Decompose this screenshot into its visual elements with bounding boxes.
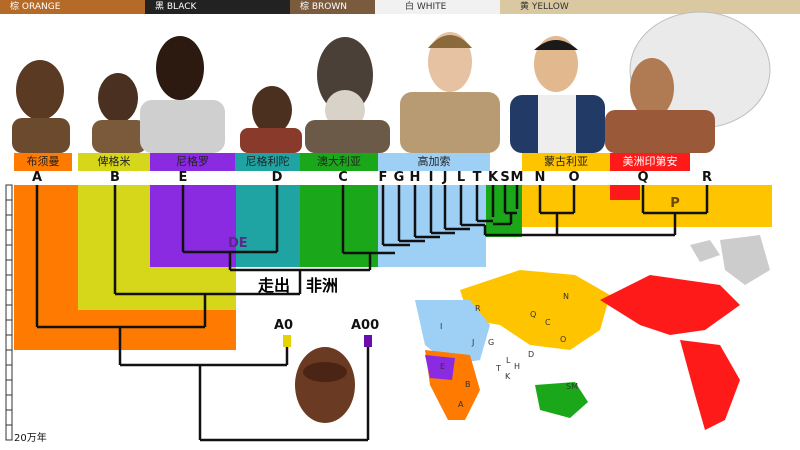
portrait-bushman <box>12 60 70 153</box>
haplogroup-g: G <box>393 170 405 185</box>
haplogroup-r: R <box>701 170 712 185</box>
block-mongoloid <box>522 185 772 227</box>
map-label-d: D <box>528 350 535 359</box>
portrait-pygmy <box>92 73 147 153</box>
group-label-native-american: 美洲印第安 <box>610 153 690 171</box>
haplogroup-l: L <box>456 170 466 185</box>
out-of-africa-label-1: 走出 <box>258 276 291 295</box>
world-map <box>415 235 770 430</box>
group-label-negrito: 尼格利陀 <box>235 153 300 171</box>
time-scale-ticks <box>6 199 12 426</box>
map-label-l: L <box>506 356 511 365</box>
haplogroup-n: N <box>534 170 546 185</box>
a00-marker <box>364 335 372 347</box>
haplogroup-m: M <box>510 170 524 185</box>
block-negrito <box>236 185 300 267</box>
group-label-mongoloid: 蒙古利亚 <box>522 153 610 171</box>
map-label-sm: SM <box>566 382 578 391</box>
block-native-american <box>610 185 640 200</box>
haplogroup-d: D <box>271 170 283 185</box>
map-label-g: G <box>488 338 495 347</box>
map-label-j: J <box>472 338 475 347</box>
time-scale <box>5 184 13 441</box>
haplogroup-h: H <box>409 170 421 185</box>
haplogroup-s: S <box>500 170 510 185</box>
map-label-b: B <box>465 380 471 389</box>
haplogroup-q: Q <box>637 170 649 185</box>
legend-yellow: 黄 YELLOW <box>500 0 800 14</box>
group-label-australian: 澳大利亚 <box>300 153 378 171</box>
map-label-r: R <box>475 304 481 313</box>
haplogroup-e: E <box>178 170 188 185</box>
haplogroup-b: B <box>110 170 120 185</box>
haplogroup-a: A <box>31 170 43 185</box>
haplogroup-j: J <box>442 170 448 185</box>
portrait-negrito <box>240 86 302 153</box>
label-a0: A0 <box>274 318 294 333</box>
out-of-africa-label-2: 非洲 <box>306 276 339 295</box>
portrait-native-american <box>605 11 771 153</box>
legend-brown: 棕 BROWN <box>290 0 375 14</box>
legend-black: 黑 BLACK <box>145 0 290 14</box>
label-de: DE <box>228 236 248 251</box>
haplogroup-f: F <box>378 170 388 185</box>
group-label-caucasian: 高加索 <box>378 153 490 171</box>
map-label-o: O <box>560 335 567 344</box>
haplogroup-p: P <box>670 196 680 211</box>
haplogroup-k: K <box>487 170 499 185</box>
haplogroup-i: I <box>428 170 434 185</box>
tree-branches <box>35 185 709 442</box>
group-label-bushman: 布须曼 <box>14 153 72 171</box>
map-label-q: Q <box>530 310 537 319</box>
map-label-t: T <box>496 364 501 373</box>
portrait-caucasian <box>400 32 500 153</box>
legend-orange: 棕 ORANGE <box>0 0 145 14</box>
ancestor-portrait <box>295 347 355 423</box>
label-a00: A00 <box>351 318 380 333</box>
group-label-negro: 尼格罗 <box>150 153 235 171</box>
portrait-negro <box>140 36 225 153</box>
haplogroup-t: T <box>472 170 482 185</box>
map-label-a: A <box>458 400 464 409</box>
portrait-australian <box>305 37 390 153</box>
time-scale-label: 20万年 <box>14 433 47 444</box>
haplogroup-o: O <box>568 170 580 185</box>
map-label-i: I <box>440 322 443 331</box>
map-label-e: E <box>440 362 446 371</box>
map-label-k: K <box>505 372 511 381</box>
portraits-row <box>12 11 771 153</box>
portrait-mongoloid <box>510 36 605 153</box>
map-label-h: H <box>514 362 521 371</box>
a0-marker <box>283 335 291 347</box>
group-label-pygmy: 俾格米 <box>78 153 150 171</box>
legend-white: 白 WHITE <box>375 0 500 14</box>
map-label-n: N <box>563 292 569 301</box>
block-negro <box>150 185 236 267</box>
block-australian <box>300 185 378 267</box>
haplogroup-c: C <box>338 170 348 185</box>
map-label-c: C <box>545 318 551 327</box>
color-legend-bar: 棕 ORANGE 黑 BLACK 棕 BROWN 白 WHITE 黄 YELLO… <box>0 0 800 14</box>
